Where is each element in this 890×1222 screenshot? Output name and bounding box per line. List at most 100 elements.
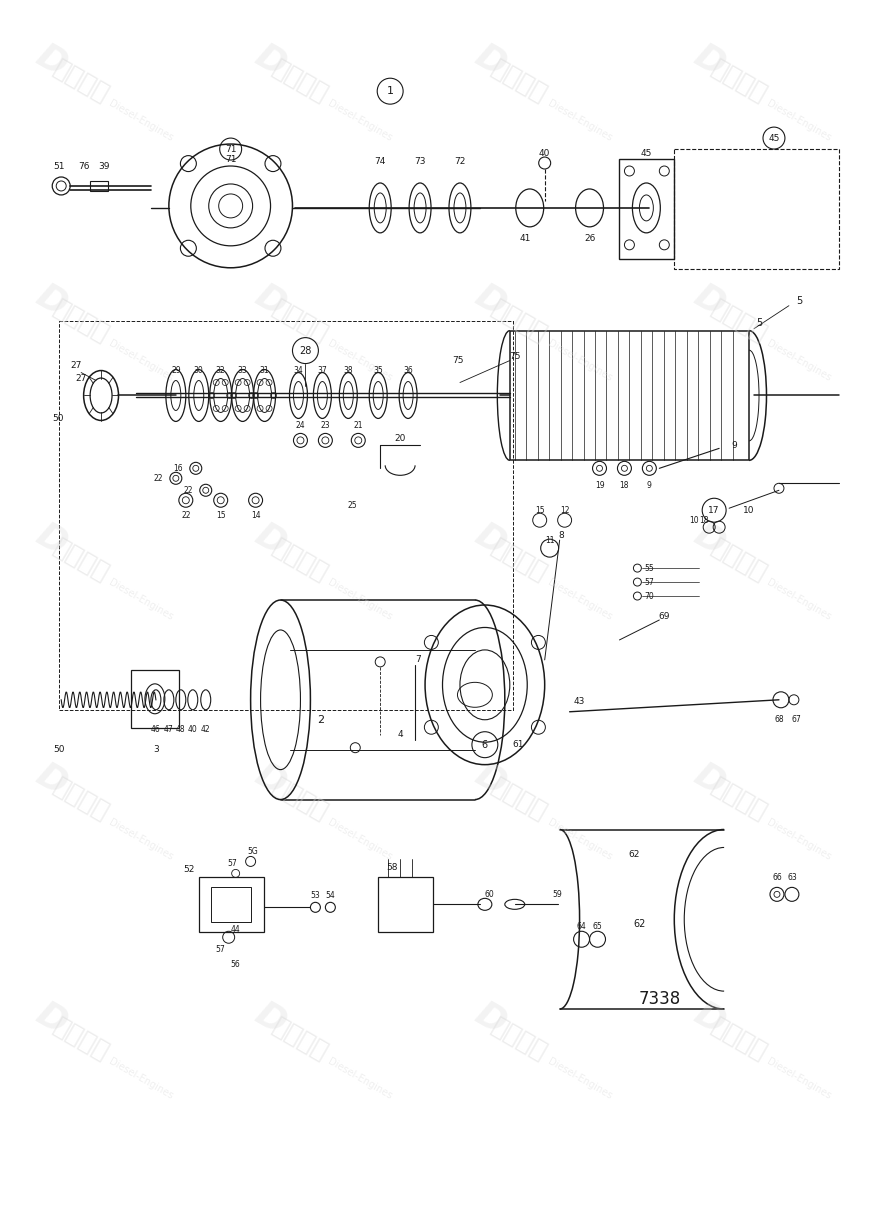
Text: 74: 74 [375, 156, 386, 165]
Text: D: D [249, 758, 292, 802]
Text: Diesel-Engines: Diesel-Engines [327, 578, 394, 622]
Text: 20: 20 [394, 434, 406, 442]
Text: 紫发动力: 紫发动力 [707, 1013, 771, 1064]
Text: 6: 6 [481, 739, 488, 749]
Text: 45: 45 [641, 149, 652, 158]
Text: 10: 10 [690, 516, 699, 524]
Text: 57: 57 [644, 578, 654, 587]
Text: 37: 37 [318, 367, 328, 375]
Text: D: D [688, 39, 731, 83]
Text: 7: 7 [416, 655, 421, 665]
Text: 紫发动力: 紫发动力 [49, 296, 113, 346]
Text: 31: 31 [260, 367, 270, 375]
Text: D: D [688, 279, 731, 323]
Text: 17: 17 [708, 506, 720, 514]
Text: 51: 51 [53, 161, 65, 171]
Text: 紫发动力: 紫发动力 [269, 775, 333, 825]
Text: 15: 15 [216, 511, 225, 519]
Bar [510, 331, 749, 461]
Text: 48: 48 [176, 725, 186, 734]
Text: Diesel-Engines: Diesel-Engines [765, 338, 833, 382]
Text: D: D [688, 518, 731, 562]
Text: 紫发动力: 紫发动力 [269, 56, 333, 106]
Text: Diesel-Engines: Diesel-Engines [546, 338, 613, 382]
Text: 38: 38 [344, 367, 353, 375]
Text: 紫发动力: 紫发动力 [49, 775, 113, 825]
Text: 2: 2 [317, 715, 324, 725]
Text: Diesel-Engines: Diesel-Engines [107, 338, 174, 382]
Text: D: D [249, 518, 292, 562]
Text: Diesel-Engines: Diesel-Engines [765, 818, 833, 862]
Text: 紫发动力: 紫发动力 [49, 1013, 113, 1064]
Text: Diesel-Engines: Diesel-Engines [765, 99, 833, 143]
Text: 29: 29 [171, 367, 181, 375]
Text: 30: 30 [194, 367, 204, 375]
Text: 25: 25 [347, 501, 357, 510]
Text: 68: 68 [774, 715, 784, 725]
Text: 22: 22 [181, 511, 190, 519]
Text: Diesel-Engines: Diesel-Engines [546, 818, 613, 862]
Text: 22: 22 [183, 486, 192, 495]
Text: 32: 32 [216, 367, 225, 375]
Text: Diesel-Engines: Diesel-Engines [327, 99, 394, 143]
Text: D: D [688, 758, 731, 802]
Text: 71: 71 [225, 154, 237, 164]
Text: D: D [29, 39, 73, 83]
Text: 5: 5 [756, 318, 762, 327]
Text: 75: 75 [509, 352, 521, 360]
Text: 40: 40 [188, 725, 198, 734]
Text: 44: 44 [231, 925, 240, 934]
Text: 59: 59 [553, 890, 562, 899]
Text: 73: 73 [415, 156, 425, 165]
Text: 50: 50 [53, 745, 65, 754]
Text: 紫发动力: 紫发动力 [488, 296, 552, 346]
Text: 45: 45 [768, 133, 780, 143]
Text: D: D [249, 997, 292, 1041]
Text: Diesel-Engines: Diesel-Engines [107, 1057, 174, 1101]
Text: 23: 23 [320, 420, 330, 430]
Text: Diesel-Engines: Diesel-Engines [327, 1057, 394, 1101]
Text: Diesel-Engines: Diesel-Engines [107, 99, 174, 143]
Text: 67: 67 [791, 715, 801, 725]
Text: 55: 55 [644, 563, 654, 573]
Text: 紫发动力: 紫发动力 [49, 535, 113, 585]
Text: D: D [29, 997, 73, 1041]
Text: Diesel-Engines: Diesel-Engines [546, 1057, 613, 1101]
Text: 33: 33 [238, 367, 247, 375]
Text: 62: 62 [628, 851, 640, 859]
Text: 76: 76 [78, 161, 90, 171]
Text: 62: 62 [633, 919, 645, 929]
Text: 7338: 7338 [638, 990, 681, 1008]
Text: D: D [29, 518, 73, 562]
Text: D: D [29, 758, 73, 802]
Text: 21: 21 [353, 420, 363, 430]
Text: 紫发动力: 紫发动力 [269, 535, 333, 585]
Text: 46: 46 [151, 725, 161, 734]
Text: 60: 60 [485, 890, 495, 899]
Text: 71: 71 [225, 144, 237, 154]
Text: 紫发动力: 紫发动力 [269, 296, 333, 346]
Text: 9: 9 [732, 441, 737, 450]
Text: 53: 53 [311, 891, 320, 899]
Text: 47: 47 [164, 725, 174, 734]
Text: D: D [468, 279, 512, 323]
Text: 70: 70 [644, 591, 654, 600]
Text: 63: 63 [787, 873, 797, 882]
Text: 5: 5 [796, 296, 802, 306]
Text: 14: 14 [251, 511, 261, 519]
Text: D: D [29, 279, 73, 323]
Text: D: D [249, 39, 292, 83]
Text: 69: 69 [659, 612, 670, 622]
Text: 19: 19 [595, 480, 604, 490]
Text: 54: 54 [326, 891, 336, 899]
Text: 40: 40 [539, 149, 550, 158]
Text: 66: 66 [773, 873, 781, 882]
Text: 42: 42 [201, 725, 211, 734]
Bar [675, 149, 838, 269]
Text: 58: 58 [386, 863, 398, 873]
Text: 34: 34 [294, 367, 303, 375]
Text: 28: 28 [299, 346, 312, 356]
Text: D: D [688, 997, 731, 1041]
Text: 18: 18 [619, 480, 629, 490]
Text: D: D [468, 758, 512, 802]
